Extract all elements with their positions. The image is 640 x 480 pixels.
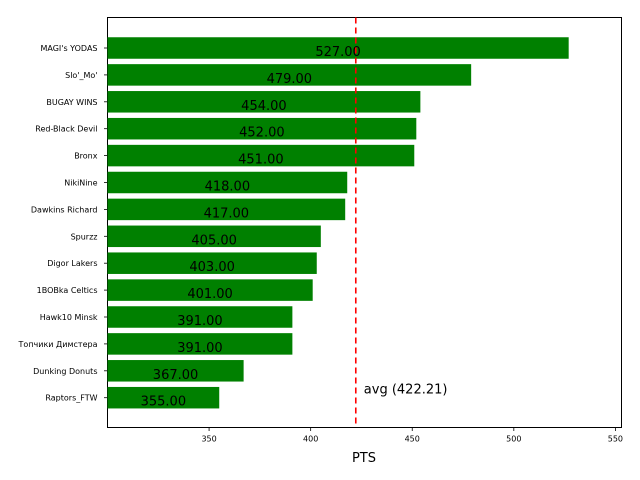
bar bbox=[107, 386, 220, 409]
y-tick-label: NikiNine bbox=[64, 179, 97, 188]
x-tick-label: 400 bbox=[303, 435, 318, 444]
x-tick-label: 550 bbox=[608, 435, 623, 444]
bar bbox=[107, 252, 317, 274]
bar-value-label: 367.00 bbox=[153, 368, 199, 383]
bar bbox=[107, 360, 244, 382]
y-tick-label: Digor Lakers bbox=[47, 259, 97, 268]
bar-value-label: 479.00 bbox=[267, 72, 313, 87]
bar bbox=[107, 198, 346, 221]
bar-value-label: 391.00 bbox=[177, 314, 223, 329]
x-tick-label: 500 bbox=[506, 435, 521, 444]
bar bbox=[107, 64, 472, 86]
average-group: avg (422.21) bbox=[354, 17, 448, 428]
bar bbox=[107, 37, 569, 59]
y-tick-label: BUGAY WINS bbox=[46, 98, 97, 107]
bar bbox=[107, 279, 313, 301]
y-tick-label: Hawk10 Minsk bbox=[40, 313, 98, 322]
bar bbox=[107, 117, 417, 140]
bar bbox=[107, 91, 421, 113]
bar-value-label: 418.00 bbox=[205, 180, 251, 195]
y-tick-label: Red-Black Devil bbox=[35, 125, 97, 134]
bar-value-label: 403.00 bbox=[189, 260, 235, 275]
y-tick-label: Dawkins Richard bbox=[31, 205, 98, 214]
y-tick-label: MAGI's YODAS bbox=[40, 44, 97, 53]
bar-value-label: 527.00 bbox=[315, 45, 361, 60]
bar bbox=[107, 171, 348, 194]
y-tick-label: Spurzz bbox=[71, 232, 98, 241]
bar bbox=[107, 144, 415, 167]
bar-value-label: 405.00 bbox=[191, 233, 237, 248]
bar-value-label: 454.00 bbox=[241, 99, 287, 114]
x-tick-label: 450 bbox=[405, 435, 420, 444]
bar-value-label: 417.00 bbox=[204, 206, 250, 221]
bar-value-label: 355.00 bbox=[141, 395, 187, 410]
bar-value-label: 452.00 bbox=[239, 126, 285, 141]
y-tick-label: Топчики Димстера bbox=[18, 340, 98, 349]
plot-area bbox=[107, 17, 622, 428]
y-tick-label: Dunking Donuts bbox=[33, 367, 97, 376]
y-tick-label: Slo'_Mo' bbox=[65, 71, 97, 80]
y-tick-label: Raptors_FTW bbox=[45, 394, 97, 403]
bar bbox=[107, 225, 321, 248]
bar bbox=[107, 333, 293, 355]
bar-value-label: 401.00 bbox=[187, 287, 233, 302]
bar-value-label: 391.00 bbox=[177, 341, 223, 356]
y-tick-label: 1BOBka Celtics bbox=[37, 286, 98, 295]
y-tick-label: Bronx bbox=[74, 152, 98, 161]
x-tick-label: 350 bbox=[201, 435, 216, 444]
x-axis-label: PTS bbox=[352, 451, 376, 466]
y-tick-labels: MAGI's YODAS Slo'_Mo' BUGAY WINS Red-Black … bbox=[18, 44, 108, 403]
bar bbox=[107, 306, 293, 328]
x-ticks: 350 400 450 500 550 bbox=[201, 427, 623, 444]
average-label: avg (422.21) bbox=[364, 383, 448, 398]
bar-value-label: 451.00 bbox=[238, 153, 284, 168]
